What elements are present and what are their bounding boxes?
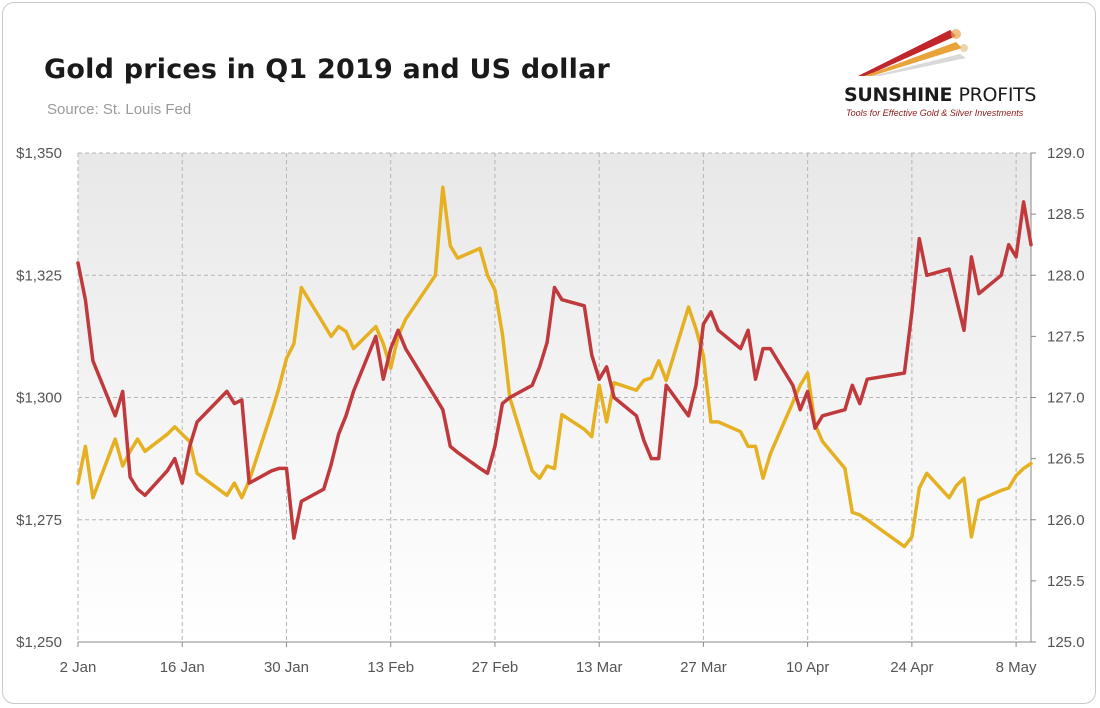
sunshine-profits-logo: SUNSHINE PROFITS Tools for Effective Gol…: [838, 24, 1058, 124]
logo-gold-stripe: [864, 42, 962, 76]
x-axis-tick-label: 13 Mar: [576, 659, 623, 676]
left-axis-tick-label: $1,250: [16, 634, 62, 651]
right-axis-tick-label: 127.5: [1047, 328, 1085, 345]
logo-swoosh-icon: [858, 29, 968, 76]
logo-spark-dot: [960, 44, 968, 52]
right-axis-tick-label: 125.0: [1047, 634, 1085, 651]
x-axis-tick-label: 2 Jan: [60, 659, 97, 676]
usd-index-series-line: [76, 200, 1033, 540]
right-axis-tick-label: 128.5: [1047, 206, 1085, 223]
logo-wordmark-part1: SUNSHINE: [844, 84, 953, 106]
x-axis-tick-label: 13 Feb: [367, 659, 414, 676]
vertical-gridlines: [77, 153, 1017, 642]
x-axis-tick-label: 30 Jan: [264, 659, 309, 676]
x-axis-tick-label: 24 Apr: [890, 659, 933, 676]
horizontal-gridlines: [78, 152, 1031, 521]
right-axis-tick-label: 125.5: [1047, 573, 1085, 590]
logo-grey-stripe: [872, 54, 966, 76]
logo-tagline: Tools for Effective Gold & Silver Invest…: [846, 108, 1024, 118]
right-axis-tick-label: 129.0: [1047, 145, 1085, 162]
x-axis-tick-label: 27 Feb: [472, 659, 519, 676]
right-axis-tick-label: 126.0: [1047, 512, 1085, 529]
right-axis-tick-label: 128.0: [1047, 267, 1085, 284]
x-axis-tick-label: 8 May: [996, 659, 1037, 676]
right-axis-tick-label: 127.0: [1047, 390, 1085, 407]
x-axis-tick-label: 16 Jan: [160, 659, 205, 676]
chart-source: Source: St. Louis Fed: [47, 101, 192, 118]
right-axis-tick-label: 126.5: [1047, 451, 1085, 468]
left-axis-tick-label: $1,300: [16, 390, 62, 407]
x-axis-tick-label: 10 Apr: [786, 659, 829, 676]
logo-red-stripe: [858, 30, 956, 76]
chart-title: Gold prices in Q1 2019 and US dollar: [44, 54, 610, 85]
logo-wordmark: SUNSHINE PROFITS: [844, 84, 1037, 106]
series-group: [76, 185, 1033, 549]
left-axis-tick-labels: $1,250 $1,275 $1,300 $1,325 $1,350: [16, 145, 62, 651]
left-axis-tick-label: $1,350: [16, 145, 62, 162]
gold-price-series-line: [76, 185, 1033, 549]
right-axis-tick-labels: 125.0 125.5 126.0 126.5 127.0 127.5 128.0 128.5…: [1031, 145, 1085, 651]
x-axis-tick-label: 27 Mar: [680, 659, 727, 676]
logo-spark-dot: [951, 29, 961, 39]
x-axis-tick-labels: 2 Jan 16 Jan 30 Jan 13 Feb 27 Feb 13 Mar 27 Ma…: [60, 642, 1037, 676]
left-axis-tick-label: $1,275: [16, 512, 62, 529]
logo-wordmark-part2: PROFITS: [958, 84, 1037, 106]
left-axis-tick-label: $1,325: [16, 267, 62, 284]
